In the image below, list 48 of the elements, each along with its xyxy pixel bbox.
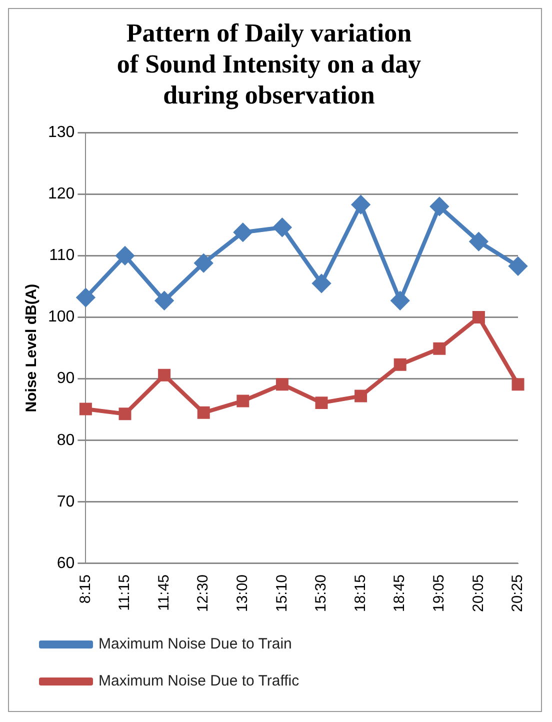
y-tick-label: 90 — [56, 370, 75, 388]
point — [155, 292, 174, 310]
x-tick-label: 8:15 — [76, 574, 94, 604]
point — [194, 254, 213, 272]
point — [509, 257, 527, 276]
point — [430, 197, 448, 216]
y-tick-label: 110 — [49, 247, 75, 264]
y-tick-label: 70 — [56, 493, 75, 510]
x-tick-label: 20:25 — [509, 574, 526, 612]
chart-title: Pattern of Daily variation of Sound Intensity on a day during observation — [116, 18, 422, 110]
legend-label: Maximum Noise Due to Traffic — [98, 672, 300, 690]
y-tick-label: 120 — [48, 186, 75, 203]
y-tick-label: 130 — [48, 124, 75, 142]
x-tick-label: 11:45 — [155, 574, 172, 611]
point — [315, 396, 328, 410]
y-tick-label: 80 — [56, 432, 75, 449]
point — [118, 408, 132, 420]
x-tick-label: 13:00 — [234, 574, 252, 612]
x-tick-label: 20:05 — [470, 574, 487, 612]
x-tick-label: 19:05 — [430, 574, 448, 612]
point — [158, 368, 171, 382]
point — [394, 358, 406, 371]
point — [116, 246, 134, 265]
point — [273, 218, 292, 236]
point — [470, 232, 488, 251]
x-tick-label: 12:30 — [194, 574, 212, 612]
point — [312, 274, 330, 292]
point — [236, 394, 250, 408]
point — [472, 311, 485, 324]
y-axis-title: Noise Level dB(A) — [23, 284, 40, 412]
x-tick-label: 18:15 — [352, 574, 369, 612]
x-tick-label: 11:15 — [116, 574, 134, 611]
y-tick-label: 60 — [56, 554, 75, 572]
point — [76, 288, 95, 307]
point — [512, 378, 524, 391]
x-tick-label: 18:45 — [391, 574, 408, 612]
y-tick-label: 100 — [48, 308, 75, 326]
point — [433, 342, 446, 355]
point — [276, 378, 288, 391]
point — [234, 223, 252, 242]
point — [352, 196, 370, 214]
point — [354, 390, 368, 402]
point — [197, 406, 210, 419]
point — [391, 292, 410, 310]
x-tick-label: 15:10 — [273, 574, 290, 612]
x-tick-label: 15:30 — [312, 574, 330, 612]
legend-label: Maximum Noise Due to Train — [98, 636, 292, 653]
point — [79, 402, 92, 416]
